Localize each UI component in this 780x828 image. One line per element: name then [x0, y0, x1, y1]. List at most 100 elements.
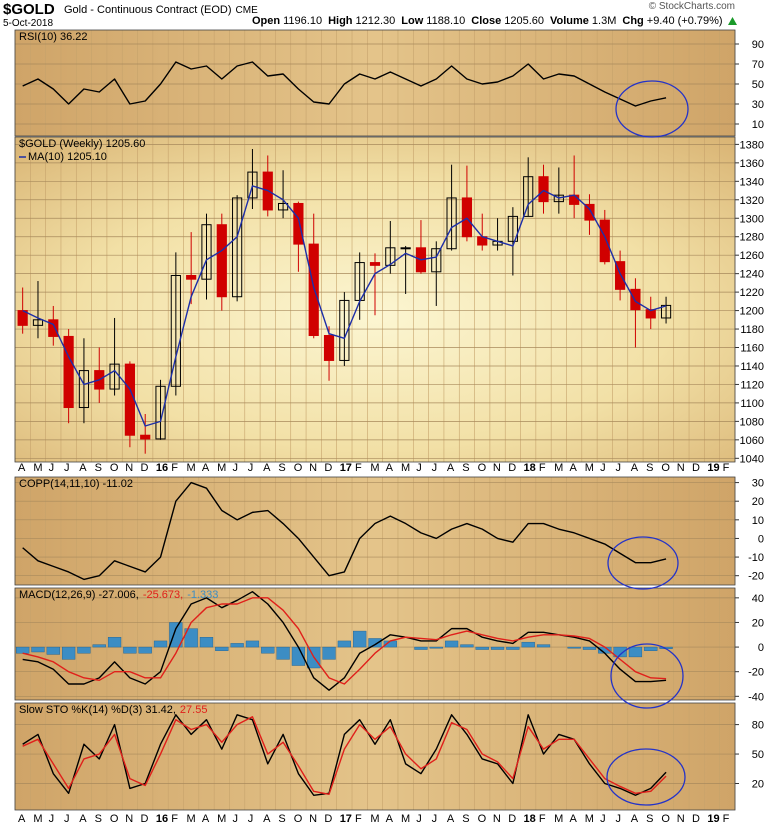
- candle-body: [553, 194, 564, 203]
- x-tick-label: A: [569, 462, 577, 474]
- candle-body: [186, 274, 197, 280]
- y-tick-label: 1140: [740, 361, 764, 373]
- x-tick-label: M: [370, 813, 379, 825]
- x-tick-label: J: [600, 462, 606, 474]
- candle-body: [201, 224, 212, 280]
- histogram-bar: [138, 646, 152, 654]
- annotations: [606, 80, 689, 806]
- histogram-bar: [368, 638, 382, 648]
- quote-label: Chg: [622, 15, 643, 27]
- histogram-bar: [490, 646, 505, 650]
- histogram-bar: [414, 646, 428, 650]
- histogram-bar: [261, 646, 275, 654]
- candle-body: [32, 319, 44, 326]
- y-tick-label: 30: [752, 99, 764, 111]
- y-tick-label: 1040: [740, 453, 764, 465]
- x-tick-label: N: [677, 462, 685, 474]
- x-tick-label: J: [416, 813, 422, 825]
- candle-body: [660, 304, 672, 319]
- candle-body: [78, 370, 90, 409]
- x-tick-label: J: [615, 462, 621, 474]
- y-tick-label: 1100: [740, 398, 764, 410]
- x-tick-label: A: [631, 462, 639, 474]
- y-tick-label: 90: [752, 39, 764, 51]
- histogram-bar: [644, 646, 658, 651]
- panel-label-part: $GOLD (Weekly) 1205.60: [19, 138, 145, 150]
- date: 5-Oct-2018: [3, 18, 53, 29]
- histogram-bar: [184, 628, 198, 648]
- x-tick-label: S: [646, 813, 653, 825]
- candle-body: [584, 203, 595, 221]
- x-tick-label: D: [692, 462, 700, 474]
- y-tick-label: 70: [752, 59, 764, 71]
- candle-body: [523, 176, 534, 217]
- candle-body: [538, 176, 549, 203]
- subtitle: Gold - Continuous Contract (EOD) CME: [64, 4, 258, 16]
- x-tick-label: S: [462, 813, 469, 825]
- histogram-bar: [245, 640, 260, 648]
- x-tick-label: S: [95, 462, 102, 474]
- x-tick-label: F: [171, 813, 178, 825]
- x-tick-label: M: [33, 462, 42, 474]
- histogram-bar: [429, 646, 443, 649]
- y-tick-label: 1220: [740, 287, 764, 299]
- x-tick-label: 16: [156, 813, 168, 825]
- candle-body: [247, 171, 258, 199]
- candle-body: [48, 319, 59, 337]
- y-tick-label: 1180: [740, 324, 764, 336]
- panel-background: [15, 703, 735, 810]
- x-tick-label: F: [171, 462, 178, 474]
- candle-body: [17, 310, 28, 326]
- y-tick-label: 80: [752, 720, 764, 732]
- candle-body: [124, 363, 135, 436]
- x-tick-label: J: [49, 462, 55, 474]
- x-tick-label: M: [401, 813, 410, 825]
- x-tick-label: S: [95, 813, 102, 825]
- quote: Open 1196.10 High 1212.30 Low 1188.10 Close 120…: [252, 15, 723, 27]
- panel-frame: [14, 29, 736, 137]
- x-tick-label: A: [447, 813, 455, 825]
- panel-label: MACD(12,26,9) -27.006, -25.673, -1.333: [19, 589, 218, 601]
- y-tick-label: 0: [758, 533, 764, 545]
- x-tick-label: O: [110, 462, 119, 474]
- x-tick-label: F: [355, 462, 362, 474]
- histogram-bar: [475, 646, 489, 650]
- subtitle-text: Gold - Continuous Contract (EOD): [64, 4, 232, 16]
- indicator-line: [22, 716, 667, 795]
- panel-label: $GOLD (Weekly) 1205.60: [19, 138, 145, 150]
- histogram-bar: [153, 640, 168, 648]
- y-tick-label: 50: [752, 749, 764, 761]
- x-tick-label: O: [478, 813, 487, 825]
- candle-body: [293, 202, 304, 245]
- quote-label: Volume: [550, 15, 589, 27]
- y-tick-label: 30: [752, 478, 764, 490]
- histogram-bar: [536, 644, 551, 648]
- histogram-bar: [582, 646, 597, 650]
- panel-label-part: 27.55: [180, 704, 208, 716]
- y-tick-label: 1160: [740, 343, 764, 355]
- x-tick-label: S: [462, 462, 469, 474]
- histogram-bar: [444, 640, 459, 648]
- indicator-line: [22, 714, 667, 796]
- histogram-bar: [199, 637, 214, 648]
- histogram-bar: [230, 643, 244, 648]
- candle-body: [170, 274, 181, 387]
- x-tick-label: S: [278, 462, 285, 474]
- x-tick-label: M: [585, 813, 594, 825]
- change-arrow: [728, 17, 737, 25]
- candle-body: [140, 434, 151, 440]
- quote-label: Open: [252, 15, 280, 27]
- panel-label: COPP(14,11,10) -11.02: [19, 478, 133, 490]
- y-tick-label: -40: [748, 691, 764, 703]
- quote-label: Close: [471, 15, 501, 27]
- candle-body: [323, 335, 335, 361]
- x-tick-label: J: [615, 813, 621, 825]
- y-tick-label: 1120: [740, 379, 764, 391]
- panel-label-part: -25.673,: [143, 589, 183, 601]
- x-tick-label: N: [677, 813, 685, 825]
- quote-value: +9.40 (+0.79%): [647, 15, 723, 27]
- x-tick-label: M: [554, 462, 563, 474]
- panel-background: [15, 30, 735, 136]
- y-tick-label: -20: [748, 571, 764, 583]
- quote-label: Low: [401, 15, 423, 27]
